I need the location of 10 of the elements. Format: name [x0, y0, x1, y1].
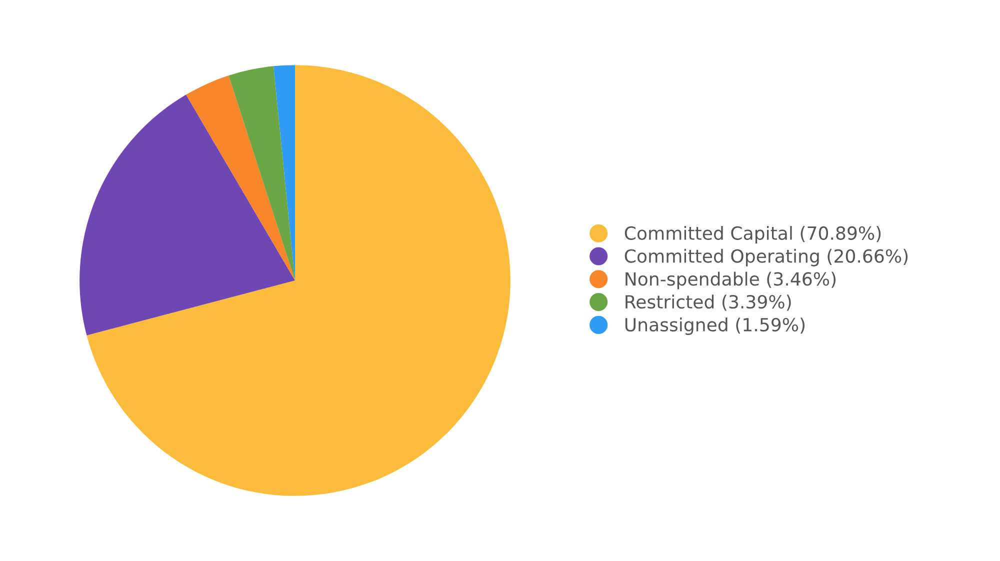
pie-slice: [186, 76, 295, 280]
legend-label: Non-spendable (3.46%): [626, 272, 836, 290]
legend-label: Restricted (3.39%): [626, 294, 791, 311]
pie-slice: [274, 65, 295, 280]
legend-label: Committed Capital (70.89%): [624, 226, 881, 244]
pie-slice: [86, 65, 510, 496]
pie-slice: [228, 66, 295, 280]
pie-slice: [80, 94, 295, 336]
legend-label: Unassigned (1.59%): [625, 318, 805, 336]
legend-label: Committed Operating (20.66%): [624, 248, 908, 266]
